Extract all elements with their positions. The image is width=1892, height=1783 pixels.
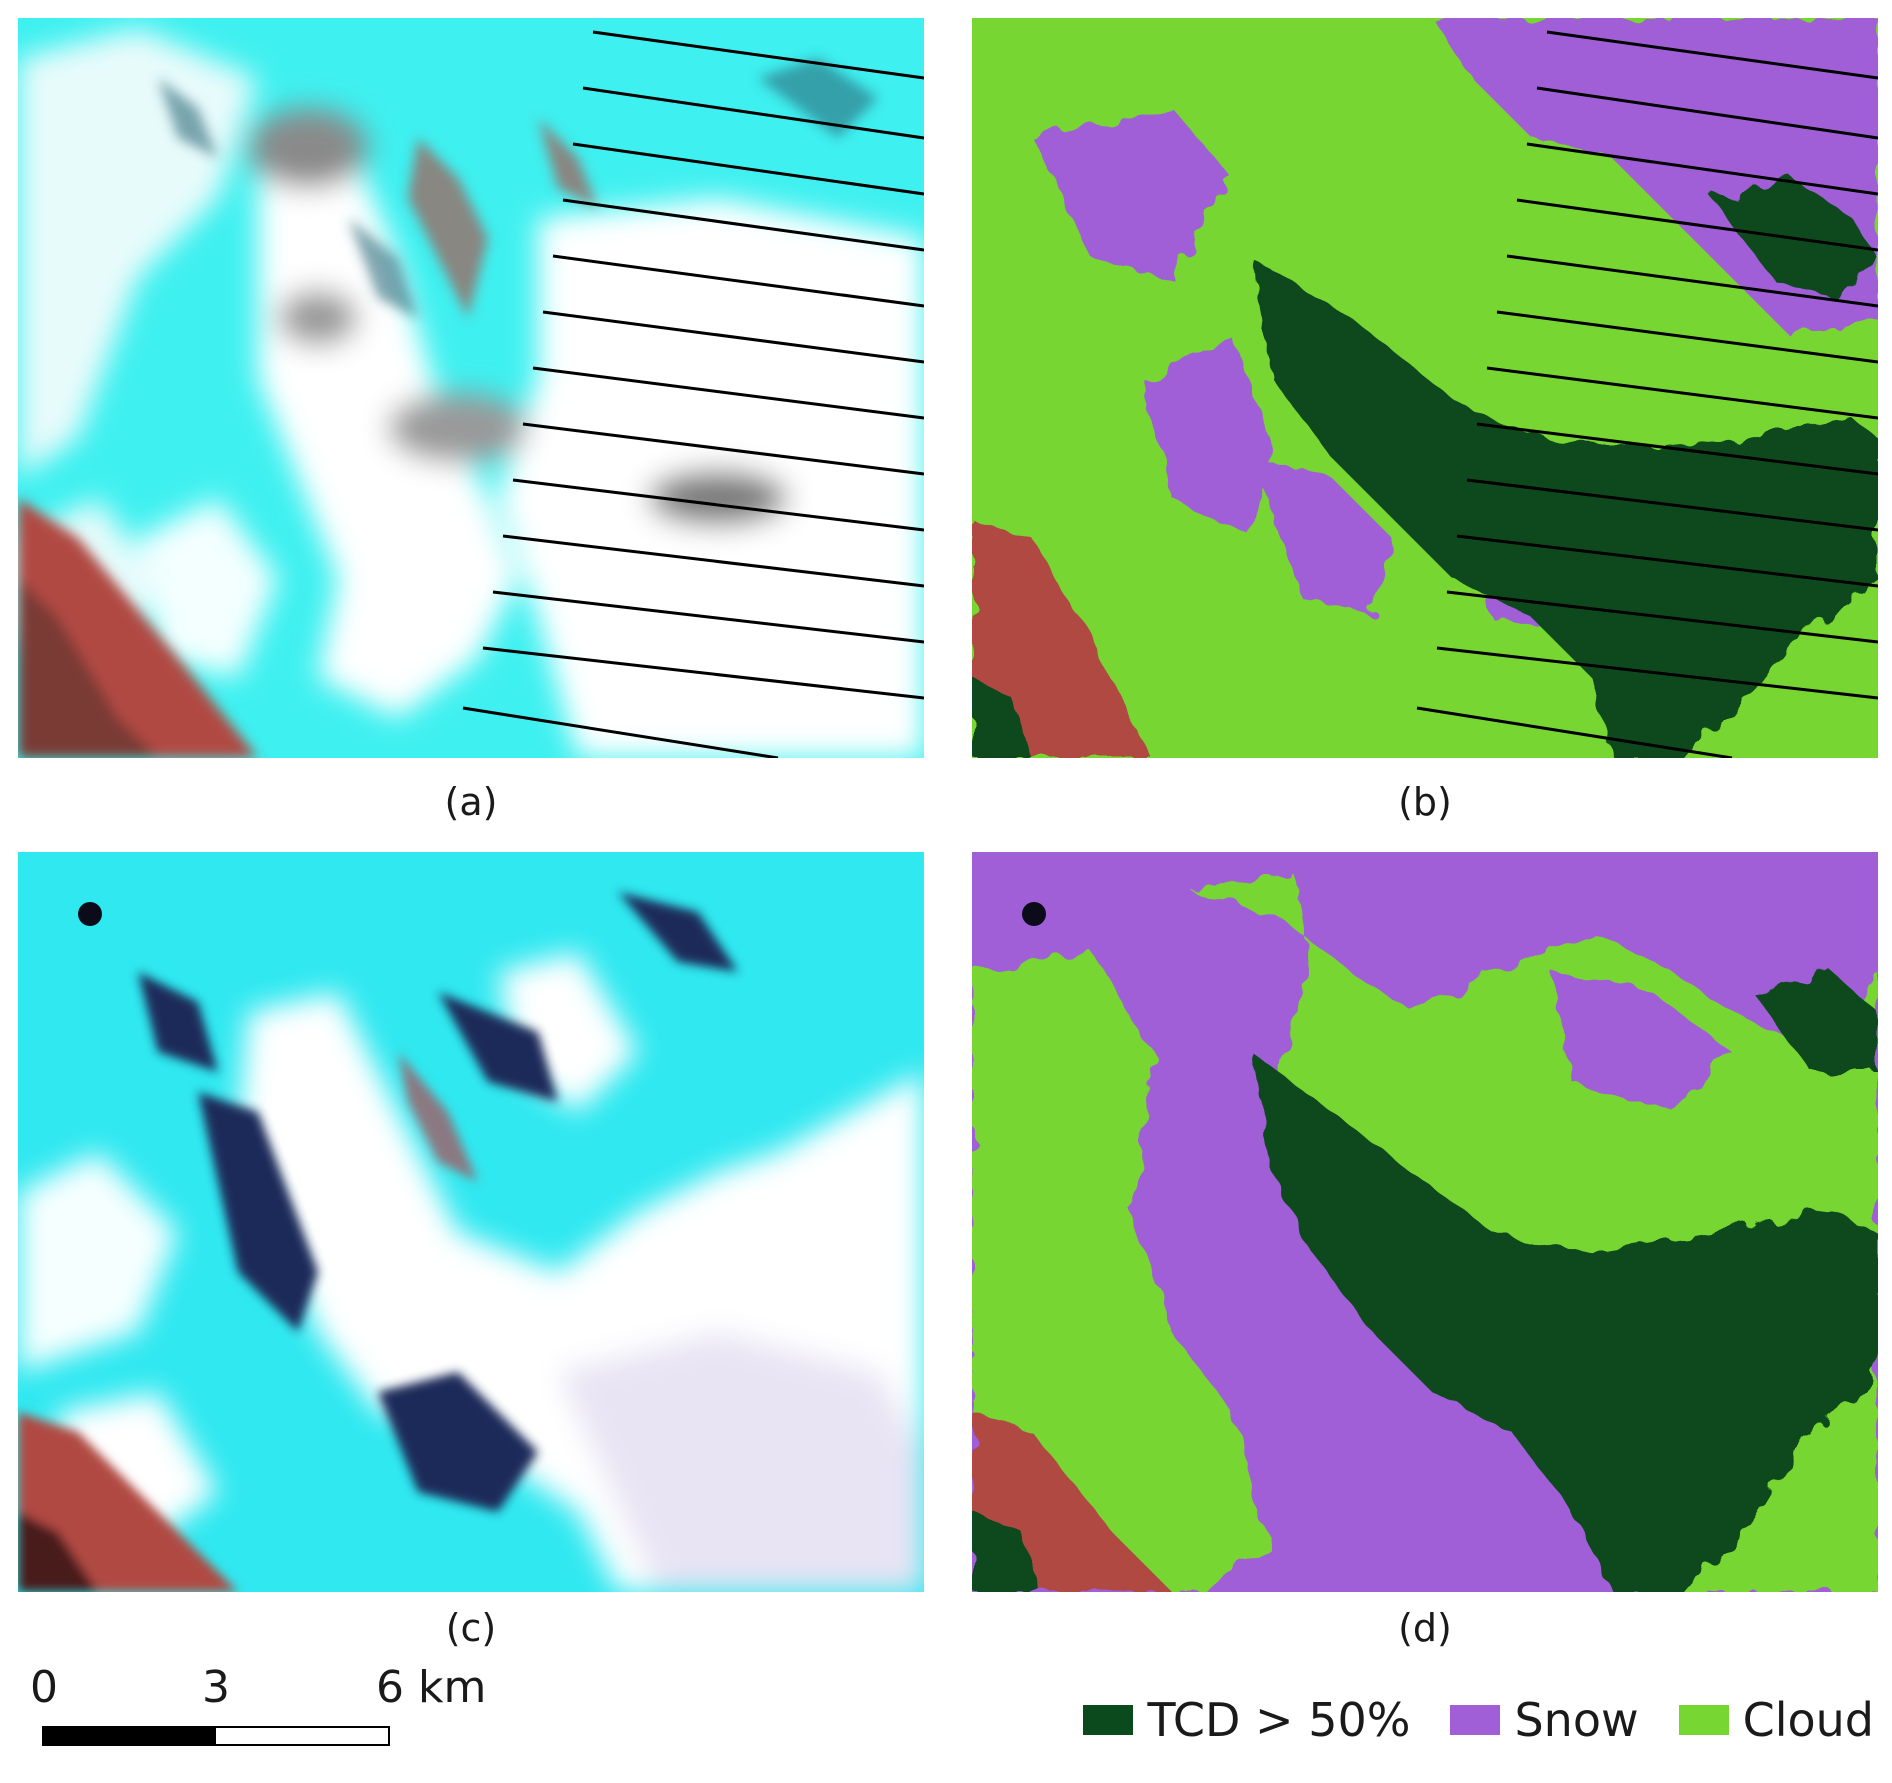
- legend-item-tcd: TCD > 50%: [1083, 1694, 1410, 1746]
- panel-caption-b: (b): [1398, 780, 1452, 824]
- classification-map-d-drawing: [972, 852, 1878, 1592]
- panel-caption-a: (a): [444, 780, 498, 824]
- classification-map-d: [972, 852, 1878, 1592]
- satellite-image-c-drawing: [18, 852, 924, 1592]
- satellite-image-c: [18, 852, 924, 1592]
- legend: TCD > 50% Snow Cloud: [1043, 1694, 1874, 1746]
- scale-bar-segment-black: [44, 1728, 216, 1744]
- scale-bar: [42, 1726, 390, 1746]
- legend-label-snow: Snow: [1514, 1693, 1639, 1747]
- panel-caption-c: (c): [445, 1606, 497, 1650]
- legend-swatch-snow: [1450, 1705, 1501, 1735]
- legend-label-cloud: Cloud: [1742, 1693, 1874, 1747]
- legend-swatch-tcd: [1083, 1705, 1134, 1735]
- legend-label-tcd: TCD > 50%: [1147, 1693, 1411, 1747]
- scale-label-6: 6 km: [376, 1662, 487, 1713]
- scale-label-3: 3: [202, 1662, 230, 1713]
- legend-item-cloud: Cloud: [1678, 1693, 1874, 1747]
- classification-map-b: [972, 18, 1878, 758]
- satellite-image-a: [18, 18, 924, 758]
- classification-map-b-drawing: [972, 18, 1878, 758]
- legend-swatch-cloud: [1678, 1705, 1729, 1735]
- scale-bar-segment-white: [216, 1728, 388, 1744]
- legend-item-snow: Snow: [1450, 1693, 1639, 1747]
- panel-caption-d: (d): [1398, 1606, 1452, 1650]
- scale-label-0: 0: [30, 1662, 58, 1713]
- satellite-image-a-drawing: [18, 18, 924, 758]
